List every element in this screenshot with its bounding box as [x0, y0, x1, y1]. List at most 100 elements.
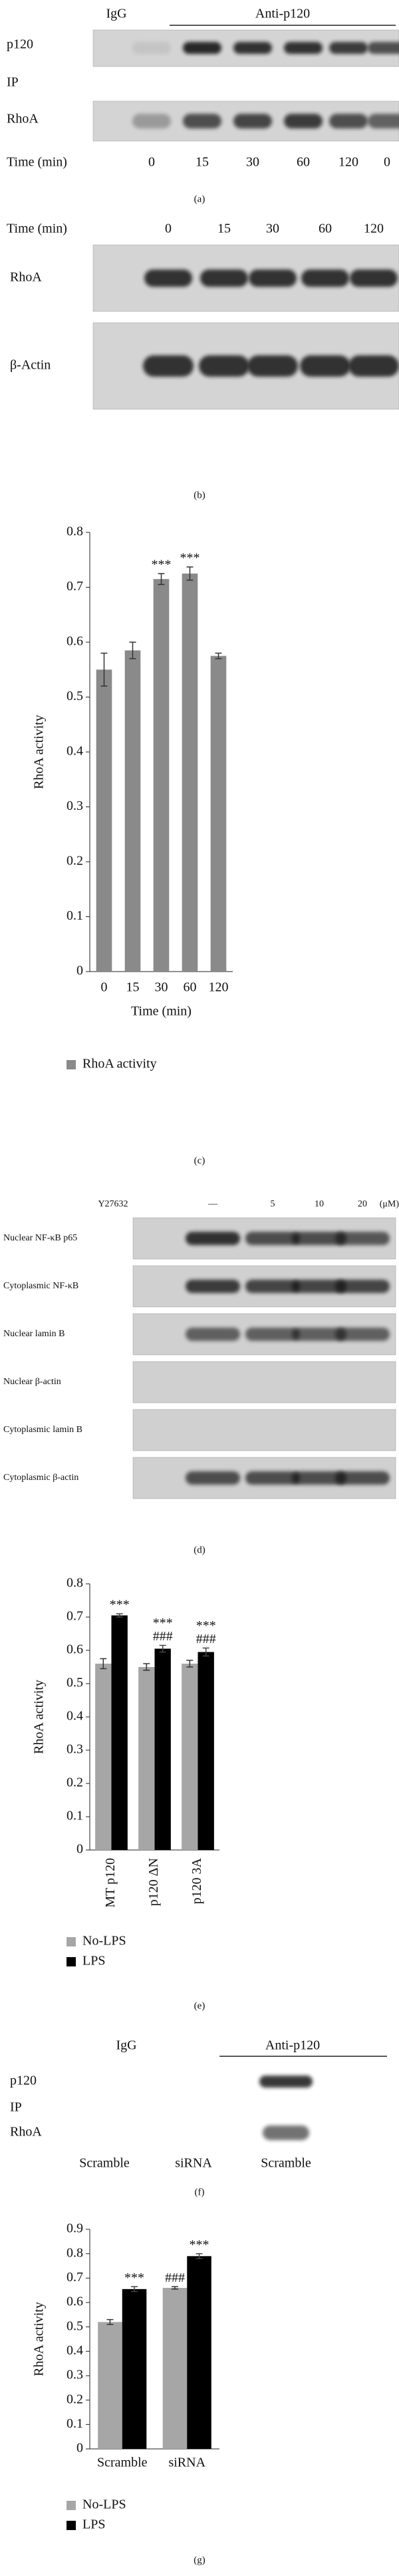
blot-band: [233, 42, 272, 54]
y-tick-label: 0: [76, 2441, 83, 2456]
significance-mark: ***: [196, 1618, 216, 1633]
x-tick-label: 15: [126, 980, 140, 995]
bar: [138, 1667, 155, 1850]
bar: [182, 573, 198, 972]
blot-band: [300, 355, 350, 377]
panel-caption: (a): [194, 194, 205, 204]
blot-band: [245, 1471, 300, 1485]
blot-band: [143, 355, 194, 377]
significance-mark: ***: [190, 2237, 209, 2252]
blot-band: [183, 114, 221, 128]
legend-label: LPS: [82, 1954, 105, 1968]
legend-swatch: [66, 2501, 76, 2510]
bar: [98, 2322, 122, 2449]
significance-mark: ***: [152, 557, 172, 572]
row-label: Nuclear NF-κB p65: [3, 1233, 77, 1243]
blot-band: [284, 114, 323, 128]
blot-band: [335, 1471, 390, 1485]
y-tick-label: 0: [76, 1842, 83, 1857]
blot-band: [233, 114, 272, 128]
y-tick-label: 0.5: [66, 2318, 83, 2333]
lane-label: 120: [338, 155, 358, 170]
blot-band: [292, 1328, 346, 1341]
antibody-label: Anti-p120: [265, 2038, 320, 2053]
bar: [124, 650, 141, 972]
y-tick-label: 0.8: [66, 524, 83, 539]
row-label: Cytoplasmic lamin B: [3, 1425, 82, 1435]
lane-label: 15: [196, 155, 209, 170]
lane-label: 20: [358, 1199, 367, 1209]
blot-band: [183, 42, 221, 54]
lane-label: 30: [246, 155, 259, 170]
blot-band: [186, 1471, 240, 1485]
blot-band: [329, 114, 368, 128]
lane-label: —: [207, 1199, 218, 1209]
blot-band: [199, 355, 249, 377]
significance-mark: ###: [153, 1629, 173, 1644]
treatment-label: Y27632: [98, 1199, 128, 1209]
blot-band: [301, 270, 349, 287]
lane-label: Scramble: [79, 2156, 130, 2171]
y-tick-label: 0.2: [66, 1775, 83, 1790]
blot-band: [247, 355, 298, 377]
lane-label: 120: [364, 222, 384, 236]
significance-mark: ***: [153, 1616, 173, 1630]
blot-band: [292, 1280, 346, 1293]
y-tick-label: 0.7: [66, 2270, 83, 2285]
unit-label: (μM): [380, 1199, 399, 1209]
row-label: p120: [7, 37, 33, 52]
y-tick-label: 0.3: [66, 799, 83, 813]
lane-label: siRNA: [175, 2156, 212, 2171]
x-tick-label: 0: [101, 980, 108, 995]
bar: [111, 1615, 128, 1850]
lane-label: 0: [148, 155, 155, 170]
blot-band: [329, 42, 368, 54]
significance-mark: ###: [165, 2271, 185, 2285]
row-label: RhoA: [7, 112, 39, 126]
ip-label: IP: [7, 75, 19, 90]
panel-caption: (f): [195, 2187, 205, 2197]
row-label: Nuclear β-actin: [3, 1377, 61, 1387]
lane-label: 60: [319, 222, 332, 236]
blot-band: [249, 270, 297, 287]
blot-band: [350, 270, 398, 287]
significance-mark: ***: [180, 551, 200, 566]
legend-label: RhoA activity: [82, 1057, 157, 1071]
bar: [122, 2289, 147, 2449]
blot-band: [368, 114, 399, 128]
y-tick-label: 0.7: [66, 579, 83, 594]
row-label: p120: [10, 2074, 37, 2088]
y-tick-label: 0.8: [66, 2245, 83, 2260]
y-tick-label: 0.8: [66, 1576, 83, 1590]
panel-caption: (b): [194, 490, 205, 500]
significance-mark: ###: [196, 1632, 216, 1646]
bar: [198, 1652, 214, 1850]
legend-label: LPS: [82, 2517, 105, 2532]
x-tick-label: siRNA: [168, 2456, 205, 2470]
panel-caption: (d): [194, 1545, 205, 1555]
bar: [182, 1664, 198, 1850]
x-tick-label: 60: [184, 980, 197, 995]
blot-band: [335, 1280, 390, 1293]
y-tick-label: 0.6: [66, 1642, 83, 1657]
y-tick-label: 0.4: [66, 744, 83, 759]
bar: [95, 1664, 112, 1850]
blot-band: [186, 1280, 240, 1293]
lane-label: 10: [315, 1199, 324, 1209]
lane-label: 30: [266, 222, 279, 236]
row-label: β-Actin: [10, 358, 51, 373]
lane-label: 15: [217, 222, 231, 236]
legend-swatch: [66, 1957, 76, 1966]
blot-band: [144, 270, 192, 287]
bar: [96, 669, 112, 972]
legend-label: No-LPS: [82, 1934, 126, 1948]
row-label: Nuclear lamin B: [3, 1329, 65, 1339]
bar: [153, 579, 170, 972]
y-axis-title: RhoA activity: [32, 1680, 47, 1754]
lane-label: 60: [297, 155, 310, 170]
igg-label: IgG: [106, 7, 126, 21]
y-axis-title: RhoA activity: [32, 2302, 47, 2376]
row-label: RhoA: [10, 270, 42, 285]
